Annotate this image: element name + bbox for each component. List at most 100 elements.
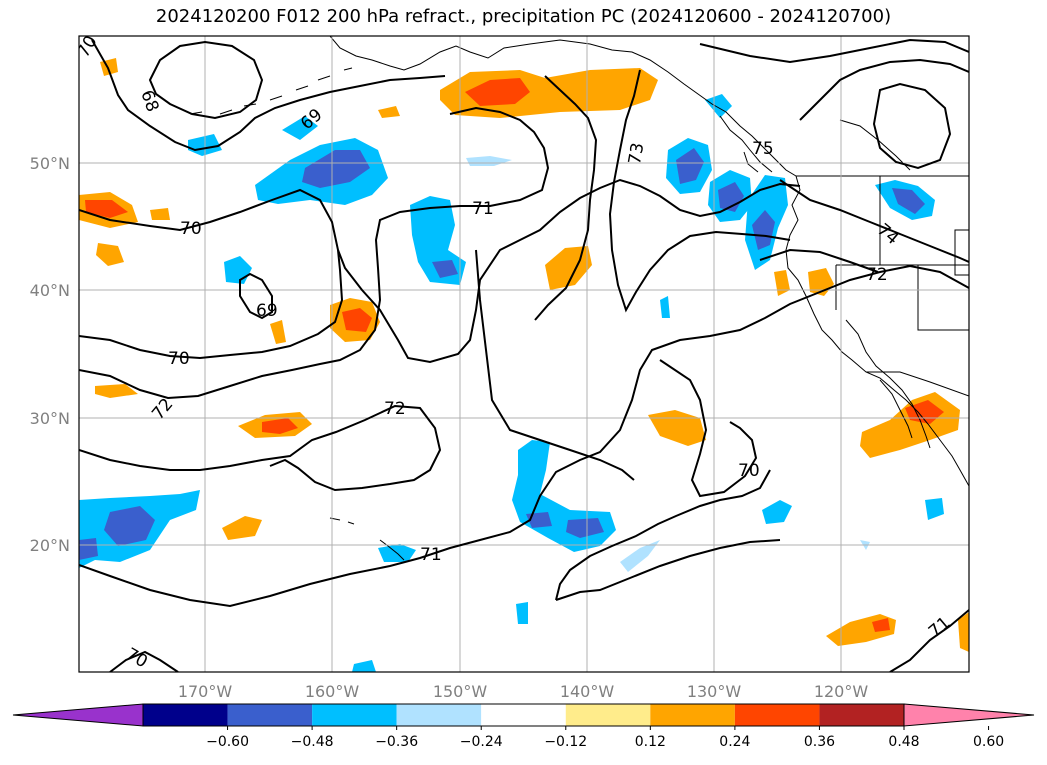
contour-line [148,40,264,120]
colorbar-tick-label: 0.24 [719,734,750,750]
contour-line [608,69,791,313]
contour-label: 70 [738,461,760,481]
colorbar-swatch [227,704,313,726]
contour-line [555,539,781,601]
colorbar-tick-label: −0.36 [375,734,418,750]
contour-line [555,469,771,601]
colorbar-tick-label: 0.48 [888,734,919,750]
contour-line [79,404,442,492]
contour-line [534,75,598,321]
positive-anomaly-core [262,418,298,434]
negative-anomaly-area [516,602,528,624]
lon-label: 160°W [305,682,360,701]
colorbar-frame [142,703,905,727]
positive-anomaly-area [95,384,138,398]
negative-anomaly-area [352,660,376,672]
negative-shading [79,94,944,672]
colorbar-tick-label: 0.12 [635,734,666,750]
negative-anomaly-area [660,296,670,318]
north-america-coast [785,175,969,487]
negative-anomaly-core [79,538,98,560]
latitude-labels: 50°N 40°N 30°N 20°N [30,154,70,555]
contour-line [109,650,179,672]
contour-line [91,39,446,152]
contour-line [799,58,969,121]
longitude-labels: 170°W 160°W 150°W 140°W 130°W 120°W [178,682,869,701]
colorbar-swatch [650,704,735,726]
canada-islands [719,115,773,173]
colorbar-tick-label: −0.12 [544,734,587,750]
map-area [79,36,969,672]
lon-label: 130°W [687,682,742,701]
positive-anomaly-area [378,106,400,118]
contour-label: 69 [256,301,278,321]
contour-line [779,179,969,263]
negative-anomaly-area [762,500,792,524]
contour-label: 70 [168,349,190,369]
contour-line [79,264,969,608]
positive-anomaly-area [270,320,286,344]
negative-anomaly-core [432,260,458,278]
contour-line [759,248,879,273]
colorbar-tick-label: −0.48 [291,734,334,750]
positive-anomaly-core [872,618,890,632]
colorbar-swatch [565,704,651,726]
lon-label: 140°W [560,682,615,701]
contour-label: 71 [420,545,442,565]
colorbar-extend-max [903,703,1035,727]
positive-anomaly-area [958,612,969,652]
contour-label: 73 [625,141,648,166]
contour-label: 75 [752,139,774,159]
refractivity-contours [79,38,969,672]
colorbar-swatch [819,704,904,726]
colorbar-extend-min [12,703,144,727]
contour-line [239,272,273,320]
contour-line [699,38,969,64]
state-borders [835,176,969,331]
lat-label: 20°N [30,536,70,555]
positive-anomaly-core [85,200,128,218]
contour-label: 70 [180,219,202,239]
positive-anomaly-area [96,243,124,266]
state-borders [954,229,969,276]
contour-line [79,178,801,364]
negative-anomaly-area [282,116,318,140]
colorbar-swatch [734,704,820,726]
lon-label: 150°W [433,682,488,701]
map-frame [78,35,970,673]
precip-shading [79,58,969,652]
contour-label: 72 [866,265,888,285]
negative-anomaly-core [752,210,775,250]
colorbar-tick-label: −0.24 [460,734,503,750]
contour-line [79,106,550,400]
lat-label: 50°N [30,154,70,173]
negative-anomaly-core [892,188,925,214]
colorbar-swatch [312,704,397,726]
positive-anomaly-area [648,410,706,446]
contour-line [475,249,635,481]
baja-california [845,319,931,449]
colorbar: −0.60 −0.48 −0.36 −0.24 −0.12 0.12 0.24 0.36 0.4… [12,703,1035,750]
contour-label: 71 [472,199,494,219]
contour-line [659,359,758,498]
map-title: 2024120200 F012 200 hPa refract., precip… [155,6,892,27]
graticule [79,36,969,672]
colorbar-swatch [481,704,566,726]
positive-anomaly-area [222,516,262,540]
lat-label: 30°N [30,409,70,428]
negative-anomaly-core [104,506,155,546]
negative-anomaly-core [566,518,604,538]
contour-label: 72 [384,399,406,419]
colorbar-tick-label: −0.60 [206,734,249,750]
negative-anomaly-area [620,540,660,572]
colorbar-tick-label: 0.60 [973,734,1004,750]
contour-line [79,249,344,360]
negative-anomaly-core [676,148,704,184]
positive-anomaly-core [465,78,530,106]
negative-anomaly-area [925,498,944,520]
negative-anomaly-core [718,182,744,212]
lon-label: 170°W [178,682,233,701]
colorbar-swatch [396,704,482,726]
negative-anomaly-core [302,150,370,188]
contour-line [889,609,969,672]
